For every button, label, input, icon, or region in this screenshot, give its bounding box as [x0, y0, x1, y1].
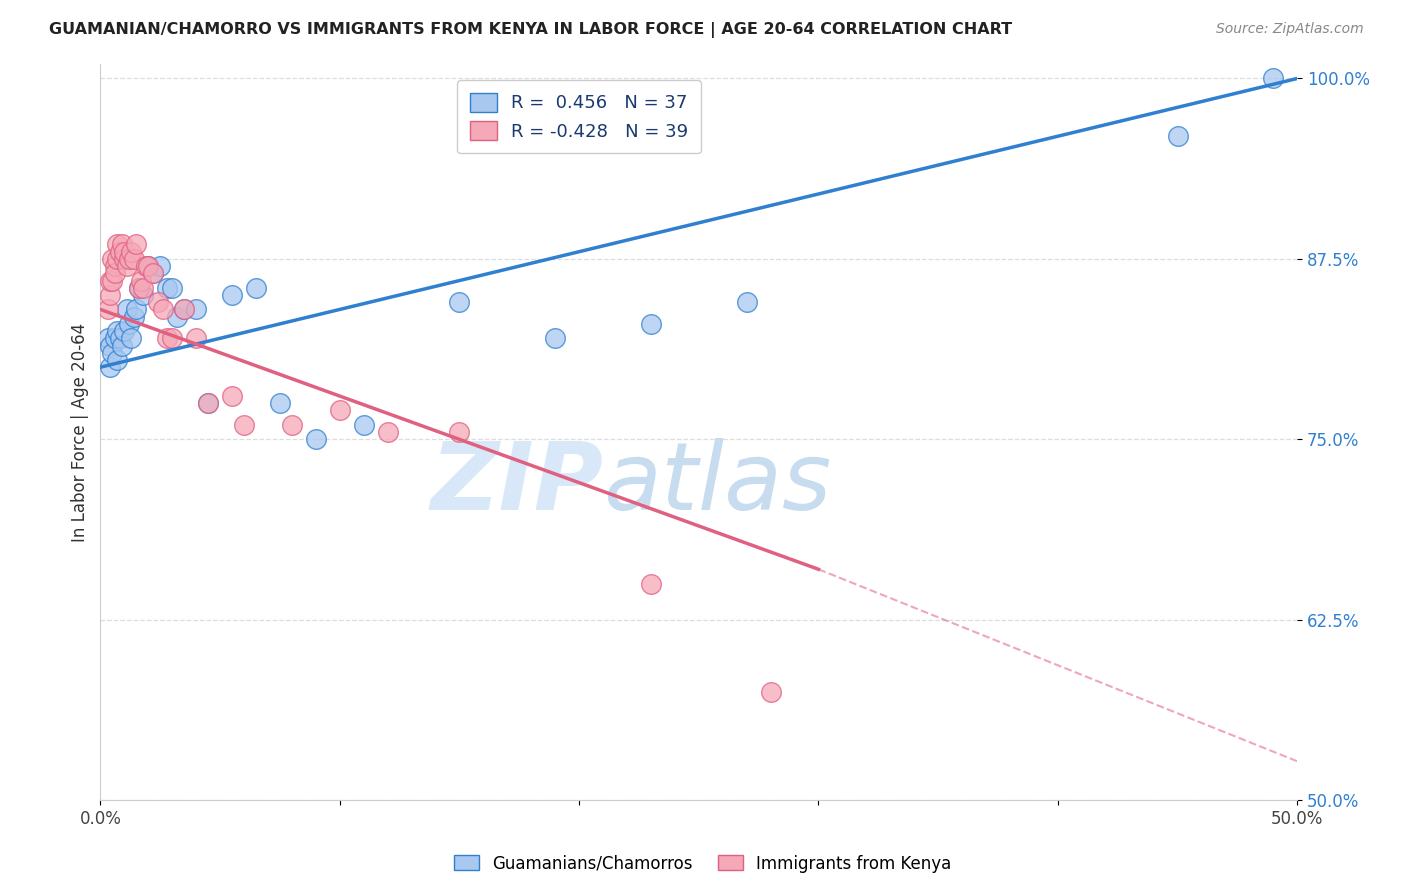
Point — [108, 331, 131, 345]
Point — [112, 244, 135, 259]
Point — [118, 317, 141, 331]
Point — [166, 310, 188, 324]
Point — [149, 259, 172, 273]
Point — [122, 252, 145, 266]
Point — [121, 244, 143, 259]
Point — [111, 237, 134, 252]
Point — [173, 302, 195, 317]
Point — [115, 259, 138, 273]
Point — [121, 331, 143, 345]
Point — [221, 288, 243, 302]
Point — [329, 403, 352, 417]
Point — [136, 259, 159, 273]
Point — [125, 302, 148, 317]
Point — [173, 302, 195, 317]
Point — [129, 274, 152, 288]
Text: atlas: atlas — [603, 438, 831, 529]
Point — [135, 259, 157, 273]
Point — [96, 302, 118, 317]
Point — [101, 345, 124, 359]
Point — [105, 324, 128, 338]
Point — [105, 252, 128, 266]
Point — [128, 281, 150, 295]
Point — [377, 425, 399, 439]
Y-axis label: In Labor Force | Age 20-64: In Labor Force | Age 20-64 — [72, 323, 89, 541]
Point — [156, 331, 179, 345]
Point — [111, 338, 134, 352]
Point — [640, 317, 662, 331]
Point — [269, 396, 291, 410]
Point — [305, 433, 328, 447]
Point — [98, 274, 121, 288]
Point — [112, 252, 135, 266]
Point — [132, 288, 155, 302]
Point — [281, 417, 304, 432]
Point — [1166, 129, 1188, 144]
Point — [98, 338, 121, 352]
Point — [98, 288, 121, 302]
Point — [197, 396, 219, 410]
Point — [146, 295, 169, 310]
Point — [184, 331, 207, 345]
Point — [115, 302, 138, 317]
Point — [156, 281, 179, 295]
Point — [112, 324, 135, 338]
Point — [221, 389, 243, 403]
Legend: R =  0.456   N = 37, R = -0.428   N = 39: R = 0.456 N = 37, R = -0.428 N = 39 — [457, 80, 702, 153]
Point — [735, 295, 758, 310]
Point — [128, 281, 150, 295]
Point — [142, 266, 165, 280]
Text: GUAMANIAN/CHAMORRO VS IMMIGRANTS FROM KENYA IN LABOR FORCE | AGE 20-64 CORRELATI: GUAMANIAN/CHAMORRO VS IMMIGRANTS FROM KE… — [49, 22, 1012, 38]
Text: ZIP: ZIP — [430, 438, 603, 530]
Point — [125, 237, 148, 252]
Point — [104, 266, 127, 280]
Point — [449, 425, 471, 439]
Point — [96, 331, 118, 345]
Point — [136, 259, 159, 273]
Point — [98, 360, 121, 375]
Point — [160, 331, 183, 345]
Point — [233, 417, 256, 432]
Point — [759, 685, 782, 699]
Point — [104, 331, 127, 345]
Point — [105, 353, 128, 368]
Point — [118, 252, 141, 266]
Point — [184, 302, 207, 317]
Point — [449, 295, 471, 310]
Point — [152, 302, 174, 317]
Point — [142, 266, 165, 280]
Point — [101, 274, 124, 288]
Point — [245, 281, 267, 295]
Point — [108, 244, 131, 259]
Point — [640, 576, 662, 591]
Text: Source: ZipAtlas.com: Source: ZipAtlas.com — [1216, 22, 1364, 37]
Point — [353, 417, 375, 432]
Point — [544, 331, 567, 345]
Point — [132, 281, 155, 295]
Point — [197, 396, 219, 410]
Point — [105, 237, 128, 252]
Point — [160, 281, 183, 295]
Point — [104, 259, 127, 273]
Point — [1263, 71, 1285, 86]
Point — [122, 310, 145, 324]
Point — [101, 252, 124, 266]
Legend: Guamanians/Chamorros, Immigrants from Kenya: Guamanians/Chamorros, Immigrants from Ke… — [447, 848, 959, 880]
